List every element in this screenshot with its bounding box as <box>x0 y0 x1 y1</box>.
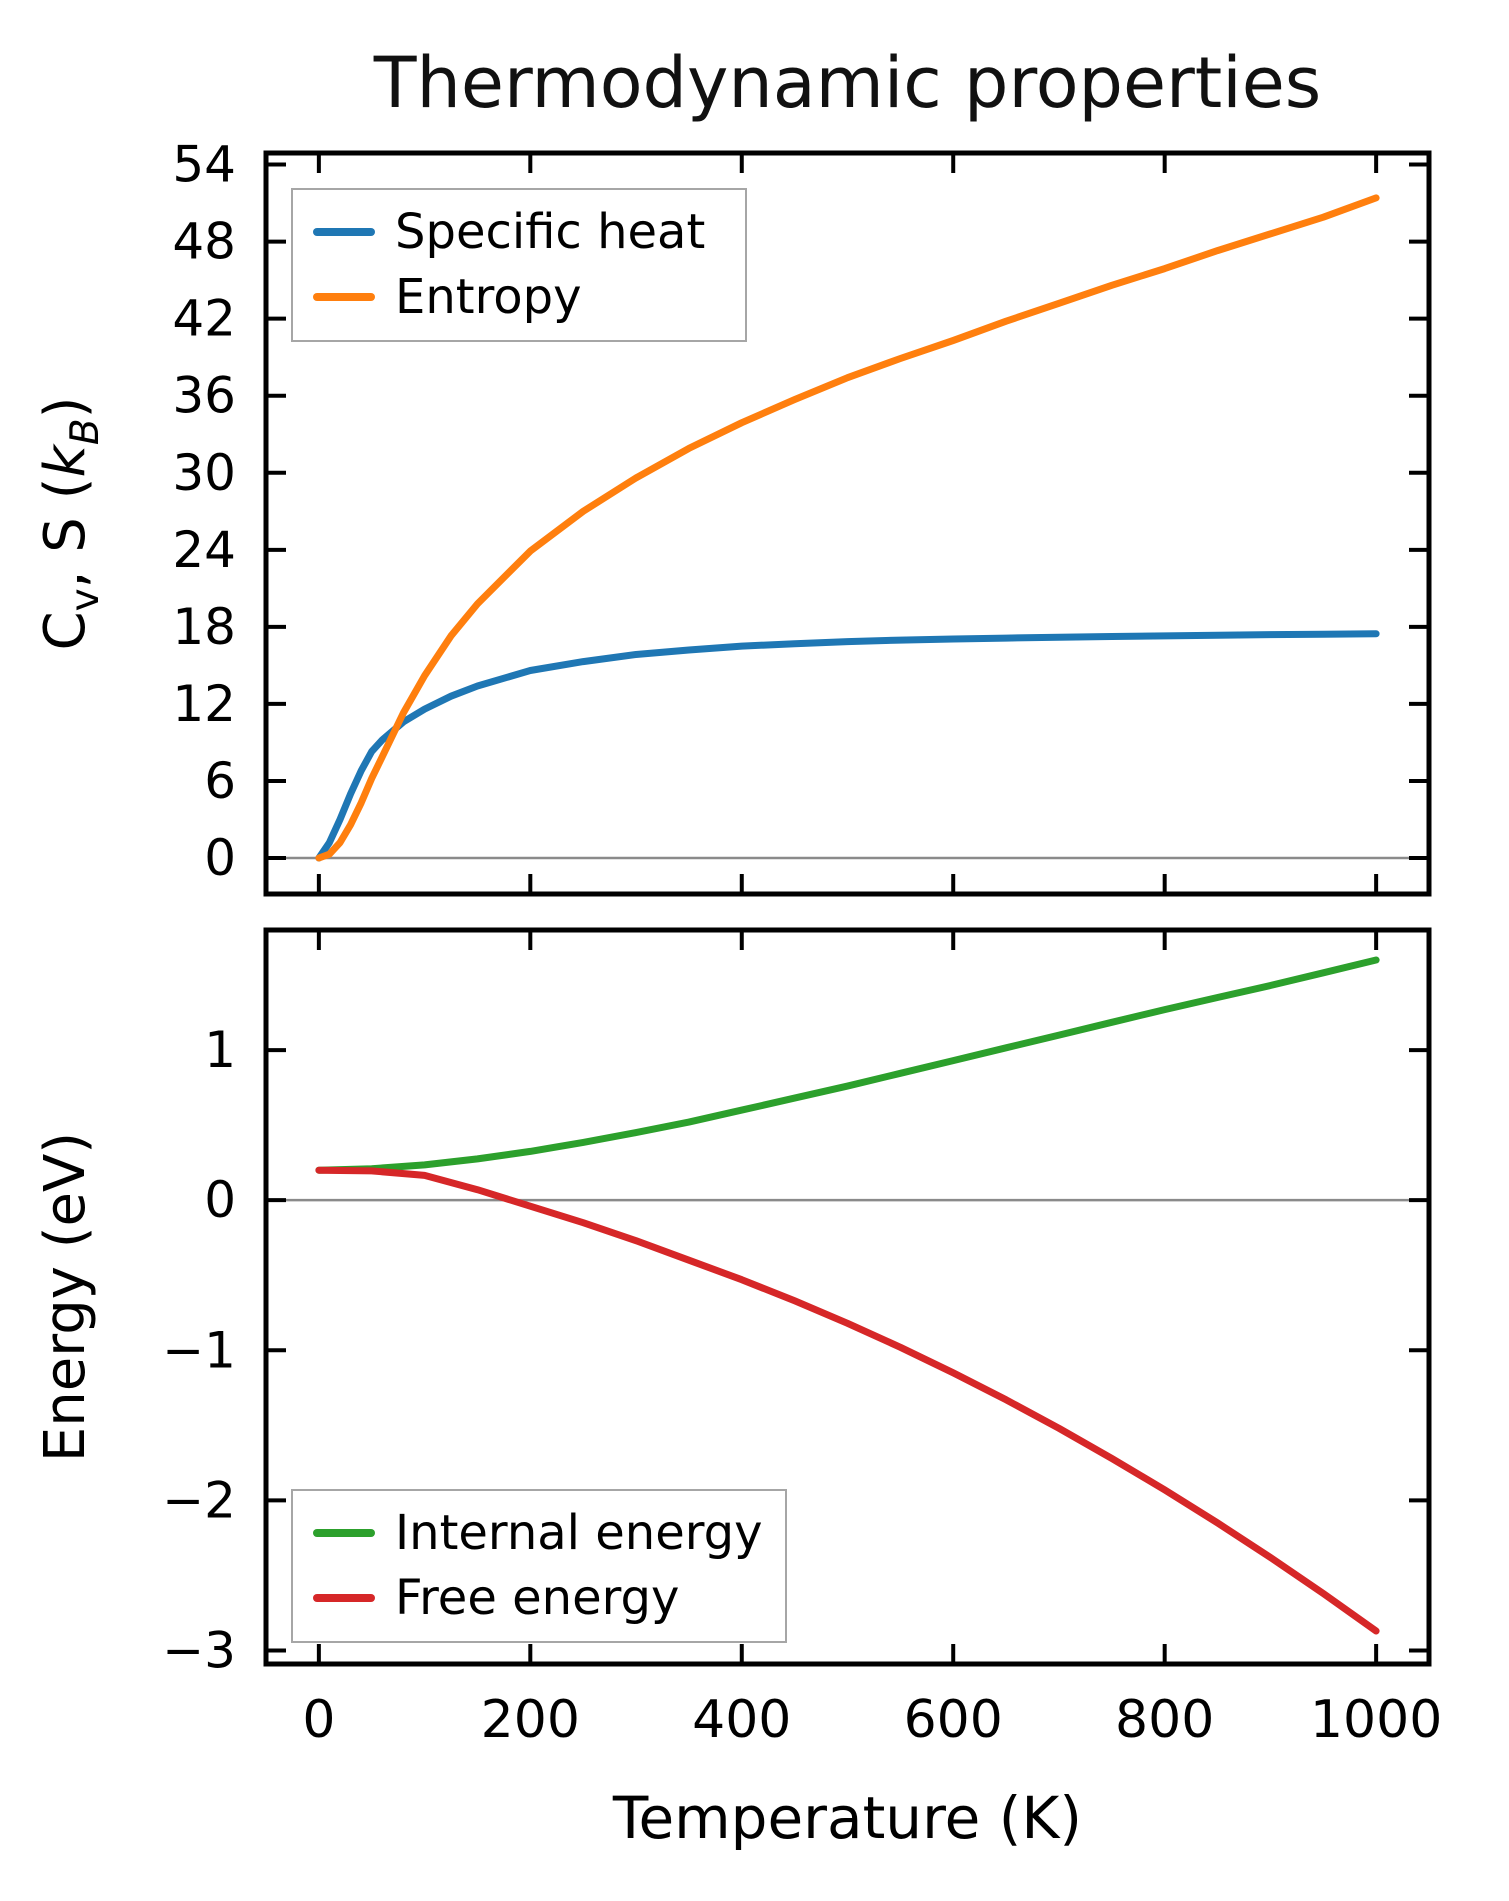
axes-frame <box>263 150 1432 897</box>
x-tick-label: 400 <box>692 1690 791 1750</box>
legend-line-swatch <box>313 228 375 237</box>
x-tick-label: 1000 <box>1310 1690 1442 1750</box>
y-axis-label: Energy (eV) <box>33 1132 98 1462</box>
y-axis-label: Cv, S (kB) <box>33 396 108 650</box>
y-tick-label: 54 <box>172 136 236 194</box>
y-tick-label: 42 <box>172 290 236 348</box>
axes-frame <box>263 927 1432 1667</box>
legend-label: Specific heat <box>395 204 706 261</box>
chart-title: Thermodynamic properties <box>373 42 1322 124</box>
legend-label: Free energy <box>395 1570 680 1627</box>
y-tick-label: 18 <box>172 598 236 656</box>
legend-line-swatch <box>313 293 375 302</box>
legend-line-swatch <box>313 1594 375 1603</box>
legend-thermal-properties: Specific heat Entropy <box>291 188 747 342</box>
legend-entry: Free energy <box>313 1572 765 1625</box>
y-tick-label: 48 <box>172 213 236 271</box>
y-tick-label: 6 <box>204 752 236 810</box>
legend-line-swatch <box>313 1529 375 1538</box>
y-tick-label: 1 <box>204 1021 236 1079</box>
y-tick-label: 0 <box>204 829 236 887</box>
x-tick-label: 200 <box>481 1690 580 1750</box>
curve-free-energy <box>315 1166 1380 1635</box>
legend-entry: Specific heat <box>313 206 725 259</box>
x-tick-label: 800 <box>1115 1690 1214 1750</box>
legend-entry: Entropy <box>313 271 725 324</box>
y-tick-label: 0 <box>204 1171 236 1229</box>
legend-entry: Internal energy <box>313 1507 765 1560</box>
legend-label: Entropy <box>395 269 582 326</box>
x-tick-label: 0 <box>302 1690 335 1750</box>
legend-energies: Internal energy Free energy <box>291 1489 787 1643</box>
curve-specific-heat <box>315 630 1380 862</box>
y-tick-label: 36 <box>172 367 236 425</box>
x-tick-label: 600 <box>904 1690 1003 1750</box>
curve-internal-energy <box>315 956 1380 1174</box>
y-tick-label: 24 <box>172 521 236 579</box>
curve-entropy <box>315 194 1380 862</box>
legend-label: Internal energy <box>395 1505 763 1562</box>
y-tick-label: −1 <box>162 1321 236 1379</box>
y-tick-label: −2 <box>162 1471 236 1529</box>
y-tick-label: 30 <box>172 444 236 502</box>
y-tick-label: 12 <box>172 675 236 733</box>
y-tick-label: −3 <box>162 1621 236 1679</box>
x-axis-label: Temperature (K) <box>612 1784 1082 1852</box>
